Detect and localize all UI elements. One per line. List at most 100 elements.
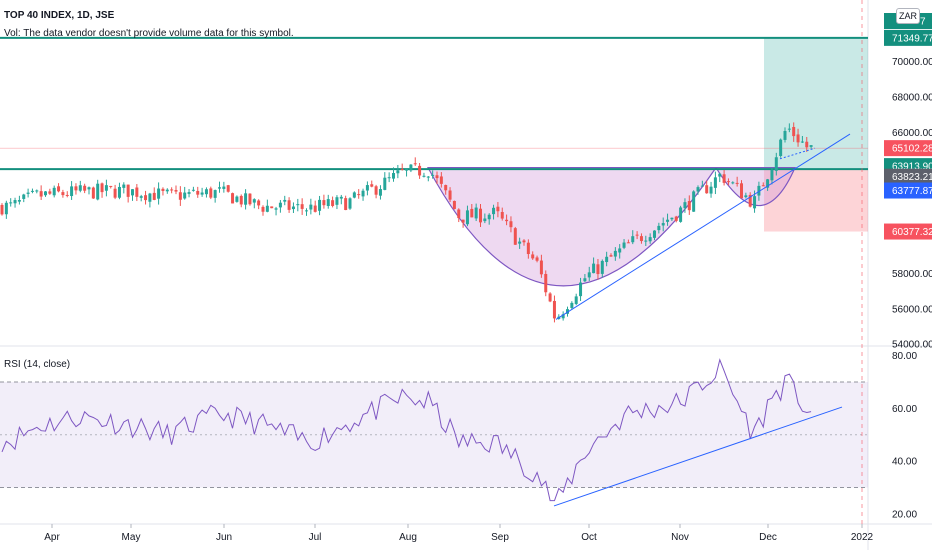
time-axis-label: Nov — [671, 532, 689, 543]
candle-body — [352, 192, 356, 198]
candle-body — [548, 293, 552, 302]
currency-badge[interactable]: ZAR — [896, 8, 920, 24]
price-axis-label: 54000.00 — [892, 340, 932, 351]
candle-body — [600, 260, 604, 274]
candle-body — [374, 186, 378, 195]
candle-body — [405, 168, 409, 171]
candle-body — [661, 223, 665, 226]
candle-body — [487, 214, 491, 220]
price-marker-label: 7 — [920, 17, 926, 28]
candle-body — [9, 202, 13, 204]
candle-body — [753, 196, 757, 209]
candle-body — [744, 195, 748, 198]
candle-body — [191, 189, 195, 191]
candle-body — [448, 190, 452, 200]
candle-body — [626, 242, 630, 244]
candle-body — [257, 200, 261, 206]
candle-body — [100, 183, 104, 193]
candle-body — [522, 240, 526, 243]
long-stop-zone — [764, 169, 868, 232]
candle-body — [144, 195, 148, 201]
candle-body — [722, 174, 726, 183]
candle-body — [805, 141, 809, 148]
candle-body — [78, 185, 82, 191]
price-marker-badge — [884, 182, 932, 199]
candle-body — [170, 189, 174, 191]
candle-body — [4, 202, 8, 215]
candle-body — [657, 225, 661, 231]
candle-body — [470, 208, 474, 218]
candle-body — [705, 185, 709, 194]
candle-body — [309, 204, 313, 210]
candle-body — [209, 188, 213, 198]
candle-body — [809, 145, 813, 147]
candle-body — [387, 177, 391, 179]
candle-body — [561, 314, 565, 319]
candle-body — [422, 175, 426, 177]
candle-body — [500, 211, 504, 219]
candle-body — [618, 248, 622, 253]
candle-body — [513, 228, 517, 245]
candle-body — [139, 196, 143, 198]
candle-body — [531, 254, 535, 259]
candle-body — [605, 256, 609, 263]
candle-body — [126, 184, 130, 197]
candle-body — [305, 210, 308, 212]
candle-body — [109, 185, 113, 187]
handle-pattern — [714, 167, 796, 207]
candle-body — [479, 208, 482, 223]
candle-body — [509, 221, 513, 228]
price-axis-label: 56000.00 — [892, 304, 932, 315]
symbol-title[interactable]: TOP 40 INDEX, 1D, JSE — [4, 10, 115, 21]
candle-body — [444, 185, 448, 191]
candle-body — [57, 186, 61, 192]
candle-body — [231, 193, 235, 204]
candle-body — [518, 241, 522, 244]
candle-body — [65, 194, 69, 196]
price-marker-badge — [884, 223, 932, 240]
candle-body — [639, 236, 643, 242]
candle-body — [474, 207, 478, 219]
price-axis-label: 66000.00 — [892, 128, 932, 139]
candle-body — [52, 187, 56, 196]
candle-body — [783, 130, 787, 140]
rsi-trend-line — [553, 406, 843, 507]
candle-body — [252, 199, 256, 203]
candle-body — [48, 191, 52, 194]
time-axis-label: Jul — [309, 532, 322, 543]
candle-body — [22, 194, 26, 199]
rsi-band — [0, 382, 868, 488]
candle-body — [296, 204, 300, 206]
candle-body — [418, 165, 422, 176]
candle-body — [653, 230, 656, 238]
rsi-title[interactable]: RSI (14, close) — [4, 359, 71, 370]
rsi-axis-label: 60.00 — [892, 404, 917, 415]
candle-body — [113, 188, 117, 198]
rsi-axis-label: 80.00 — [892, 351, 917, 362]
candle-body — [483, 218, 487, 222]
candle-body — [244, 193, 248, 205]
candle-body — [535, 257, 539, 261]
candle-body — [692, 191, 696, 212]
candle-body — [413, 163, 417, 165]
price-marker-label: 63777.87 — [892, 186, 932, 197]
price-marker-badge — [884, 140, 932, 157]
volume-note: Vol: The data vendor doesn't provide vol… — [4, 28, 294, 39]
candle-body — [435, 175, 439, 179]
candle-body — [740, 183, 743, 199]
candle-body — [339, 196, 343, 199]
rsi-line — [1, 358, 812, 502]
candle-body — [35, 190, 39, 192]
candle-body — [787, 128, 791, 130]
candle-body — [492, 207, 496, 215]
candle-body — [666, 219, 670, 222]
time-axis-label: Sep — [491, 532, 509, 543]
price-axis-label: 58000.00 — [892, 269, 932, 280]
candle-body — [574, 296, 578, 304]
price-marker-label: 60377.32 — [892, 227, 932, 238]
candle-body — [757, 185, 761, 196]
candle-body — [239, 195, 243, 205]
candle-body — [713, 177, 717, 188]
price-marker-badge — [884, 29, 932, 46]
